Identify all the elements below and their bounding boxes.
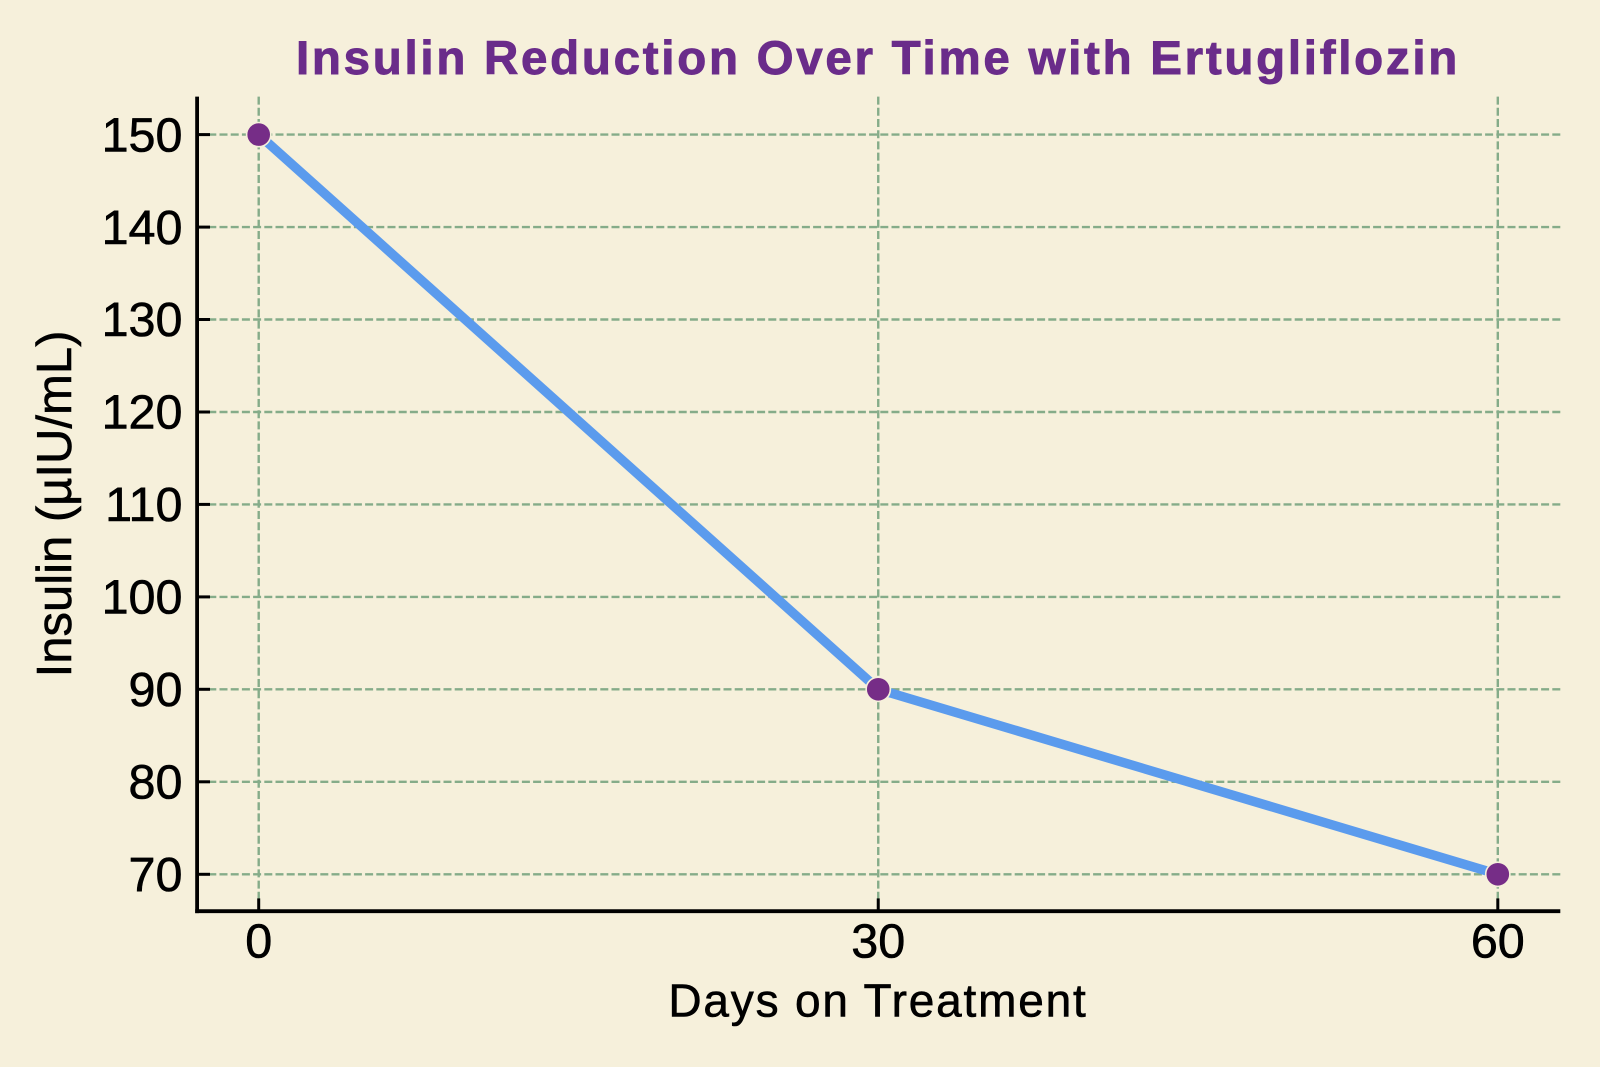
svg-text:140: 140 <box>102 201 183 255</box>
svg-text:130: 130 <box>102 293 183 347</box>
svg-text:0: 0 <box>245 915 272 969</box>
svg-text:Insulin (µIU/mL): Insulin (µIU/mL) <box>28 331 82 678</box>
svg-text:150: 150 <box>102 108 183 162</box>
svg-text:30: 30 <box>851 915 905 969</box>
svg-text:70: 70 <box>129 848 183 902</box>
svg-text:60: 60 <box>1471 915 1525 969</box>
svg-text:110: 110 <box>105 478 182 532</box>
svg-text:Insulin Reduction Over Time wi: Insulin Reduction Over Time with Ertugli… <box>296 32 1460 85</box>
svg-text:120: 120 <box>102 386 183 440</box>
svg-text:90: 90 <box>129 663 183 717</box>
svg-text:100: 100 <box>102 571 183 625</box>
svg-text:Days on Treatment: Days on Treatment <box>668 974 1087 1026</box>
svg-text:80: 80 <box>129 756 183 810</box>
